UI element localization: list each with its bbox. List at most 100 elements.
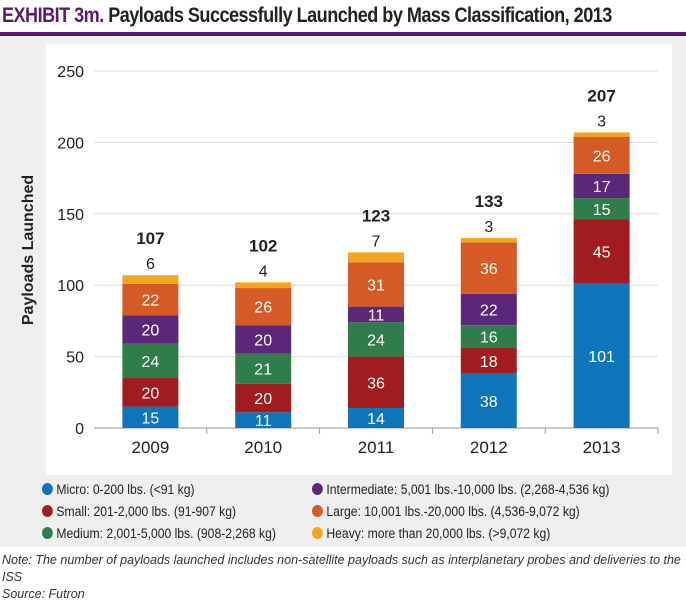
bar-segment: [573, 173, 630, 199]
bar-segment: [573, 136, 630, 174]
data-label: 20: [254, 391, 272, 408]
bar-segment: [235, 412, 292, 428]
bar-segment: [122, 343, 179, 379]
data-label: 15: [142, 410, 160, 427]
data-label: 3: [597, 113, 606, 130]
x-tick-label: 2009: [131, 438, 169, 457]
bar-segment: [122, 378, 179, 407]
data-label: 20: [254, 332, 272, 349]
bar-segment: [235, 288, 292, 326]
data-label: 4: [259, 263, 268, 280]
x-tick-label: 2013: [583, 438, 621, 457]
legend-swatch: [312, 483, 323, 495]
data-label: 38: [480, 394, 498, 411]
bar-segment: [348, 322, 404, 357]
bar-segment: [460, 242, 517, 294]
legend-swatch: [42, 483, 53, 495]
data-label: 15: [593, 202, 611, 219]
data-label: 7: [372, 233, 381, 250]
data-label: 36: [480, 261, 498, 278]
bar-segment: [348, 262, 404, 307]
legend-swatch: [312, 527, 323, 539]
bar-segment: [122, 283, 179, 316]
bar-segment: [573, 132, 630, 137]
total-label: 102: [249, 236, 277, 255]
bar-segment: [235, 383, 292, 413]
x-tick-label: 2011: [358, 438, 395, 457]
data-label: 18: [480, 354, 498, 371]
legend-item: Micro: 0-200 lbs. (<91 kg): [42, 482, 194, 497]
bar-segment: [460, 238, 517, 243]
legend-item: Medium: 2,001-5,000 lbs. (908-2,268 kg): [42, 526, 276, 541]
title-rule: [0, 32, 686, 36]
data-label: 11: [255, 413, 272, 430]
bar-segment: [235, 353, 292, 384]
total-label: 133: [475, 192, 503, 211]
bar-segment: [573, 283, 630, 428]
data-label: 24: [142, 354, 160, 371]
y-axis-label: Payloads Launched: [20, 175, 37, 325]
legend-swatch: [42, 505, 53, 517]
legend-label: Intermediate: 5,001 lbs.-10,000 lbs. (2,…: [326, 482, 610, 497]
bar-segment: [348, 408, 404, 428]
legend-swatch: [312, 505, 323, 517]
legend-swatch: [42, 527, 53, 539]
y-tick-label: 50: [66, 350, 84, 367]
legend-label: Large: 10,001 lbs.-20,000 lbs. (4,536-9,…: [326, 504, 580, 519]
legend-item: Heavy: more than 20,000 lbs. (>9,072 kg): [312, 526, 550, 541]
bar-segment: [573, 198, 630, 220]
bar-segment: [460, 293, 517, 326]
legend-item: Intermediate: 5,001 lbs.-10,000 lbs. (2,…: [312, 482, 609, 497]
total-label: 207: [587, 86, 615, 105]
x-tick-label: 2010: [244, 438, 282, 457]
data-label: 36: [367, 375, 385, 392]
exhibit-number: EXHIBIT 3m.: [2, 4, 104, 27]
chart-title: EXHIBIT 3m. Payloads Successfully Launch…: [2, 4, 612, 28]
data-label: 26: [254, 300, 272, 317]
legend-item: Small: 201-2,000 lbs. (91-907 kg): [42, 504, 236, 519]
bar-segment: [122, 406, 179, 428]
bar-segment: [122, 315, 179, 344]
y-tick-label: 250: [57, 64, 84, 81]
footnote: Note: The number of payloads launched in…: [2, 552, 682, 603]
data-label: 22: [142, 292, 160, 309]
y-tick-label: 150: [57, 207, 84, 224]
bar-segment: [460, 348, 517, 374]
data-label: 3: [484, 219, 493, 236]
data-label: 6: [146, 256, 155, 273]
bar-segment: [235, 325, 292, 354]
y-tick-label: 200: [57, 135, 84, 152]
bar-segment: [235, 282, 292, 289]
legend-label: Small: 201-2,000 lbs. (91-907 kg): [56, 504, 237, 519]
data-label: 20: [142, 385, 160, 402]
data-label: 26: [593, 148, 611, 165]
source-text: Source: Futron: [2, 587, 85, 601]
data-label: 22: [480, 302, 498, 319]
data-label: 101: [588, 349, 615, 366]
data-label: 21: [254, 362, 272, 379]
bar-segment: [573, 219, 630, 284]
legend-label: Micro: 0-200 lbs. (<91 kg): [56, 482, 195, 497]
data-label: 16: [480, 330, 498, 347]
data-label: 11: [368, 307, 385, 324]
legend-label: Medium: 2,001-5,000 lbs. (908-2,268 kg): [56, 526, 276, 541]
total-label: 107: [136, 229, 164, 248]
bar-segment: [460, 373, 517, 428]
legend-item: Large: 10,001 lbs.-20,000 lbs. (4,536-9,…: [312, 504, 580, 519]
data-label: 31: [367, 277, 385, 294]
data-label: 20: [142, 322, 160, 339]
data-label: 17: [593, 179, 611, 196]
bar-segment: [348, 356, 404, 409]
data-label: 24: [367, 332, 385, 349]
bar-segment: [460, 325, 517, 349]
total-label: 123: [362, 206, 390, 225]
bar-segment: [348, 252, 404, 263]
title-text: Payloads Successfully Launched by Mass C…: [108, 4, 612, 27]
data-label: 45: [593, 245, 611, 262]
note-text: Note: The number of payloads launched in…: [2, 553, 681, 584]
data-label: 14: [367, 411, 385, 428]
bar-segment: [122, 275, 179, 284]
x-tick-label: 2012: [470, 438, 508, 457]
